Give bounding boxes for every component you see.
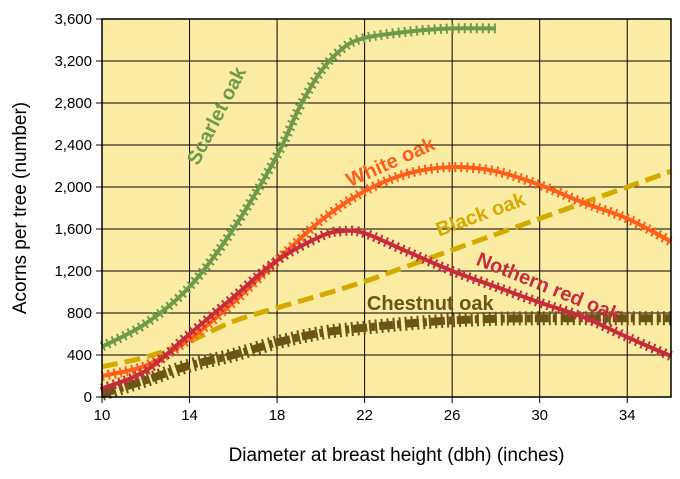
series-label-chestnut-oak: Chestnut oak xyxy=(367,293,495,315)
series-path xyxy=(101,165,672,378)
x-tick-label: 10 xyxy=(94,407,111,424)
y-tick-label: 1,200 xyxy=(54,263,92,280)
series-ticks xyxy=(99,23,496,352)
y-tick-label: 800 xyxy=(67,305,92,322)
series-ticks xyxy=(99,311,671,401)
series-path xyxy=(101,168,672,370)
x-tick-label: 18 xyxy=(269,407,286,424)
x-tick-label: 22 xyxy=(356,407,373,424)
grid-lines xyxy=(102,19,671,397)
plot-frame xyxy=(101,18,672,398)
series-lines xyxy=(99,23,674,401)
series-line-chestnut-oak xyxy=(99,311,671,401)
x-tick-label: 30 xyxy=(531,407,548,424)
series-line-black-oak xyxy=(101,168,672,370)
y-axis-title: Acorns per tree (number) xyxy=(10,102,31,314)
y-tick-label: 2,400 xyxy=(54,137,92,154)
x-axis-title: Diameter at breast height (dbh) (inches) xyxy=(229,445,565,466)
y-tick-label: 0 xyxy=(84,389,92,406)
axis-ticks: 0 400 800 1,200 1,600 2,000 2,400 2,800 3,200 3,6… xyxy=(54,11,635,424)
y-tick-label: 3,600 xyxy=(54,11,92,28)
y-tick-label: 3,200 xyxy=(54,53,92,70)
x-tick-label: 26 xyxy=(444,407,461,424)
x-tick-label: 14 xyxy=(181,407,198,424)
y-tick-label: 2,000 xyxy=(54,179,92,196)
series-line-white-oak xyxy=(100,162,674,381)
y-tick-label: 2,800 xyxy=(54,95,92,112)
y-tick-label: 1,600 xyxy=(54,221,92,238)
x-tick-label: 34 xyxy=(619,407,636,424)
series-ticks xyxy=(100,225,674,394)
series-line-nothern-red-oak xyxy=(100,225,674,394)
y-tick-label: 400 xyxy=(67,347,92,364)
series-line-scarlet-oak xyxy=(99,23,496,352)
